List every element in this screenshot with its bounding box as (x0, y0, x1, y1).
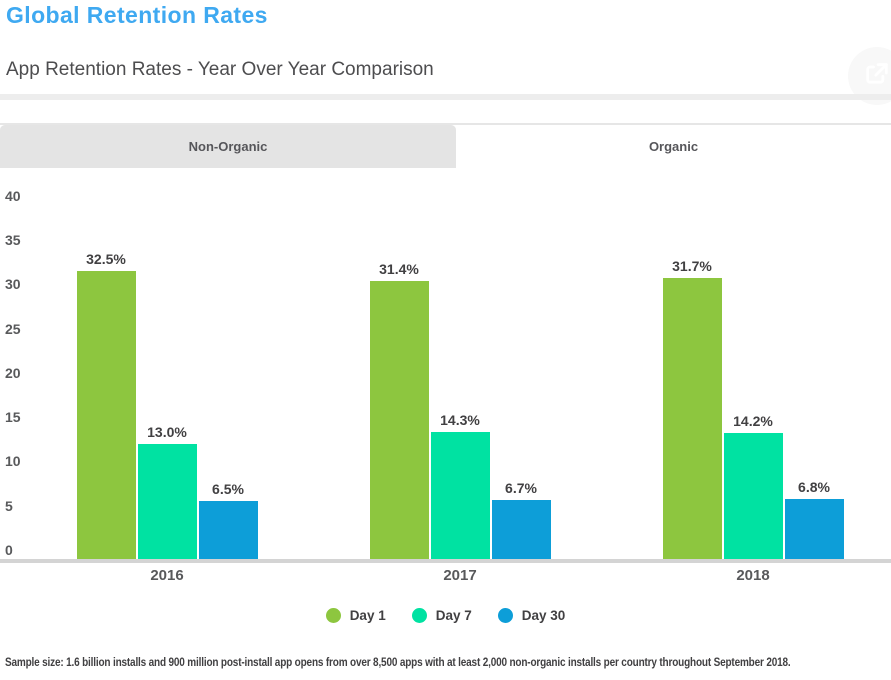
share-icon (863, 60, 891, 93)
page-title: Global Retention Rates (6, 2, 268, 28)
y-axis-tick: 5 (5, 497, 13, 514)
x-axis-category-label: 2016 (150, 567, 184, 584)
legend-item-day30[interactable]: Day 30 (497, 608, 566, 623)
tab-bar: Non-Organic Organic (0, 123, 891, 168)
legend-dot-icon (411, 608, 427, 623)
bar-day30-2017[interactable] (491, 500, 551, 559)
legend-item-day1[interactable]: Day 1 (325, 608, 386, 623)
legend-dot-icon (325, 608, 341, 623)
bar-day1-2016[interactable] (76, 271, 136, 559)
bar-value-label: 6.7% (505, 480, 537, 496)
bar-day7-2016[interactable] (137, 444, 197, 559)
bar-value-label: 14.2% (733, 413, 773, 429)
y-axis-tick: 25 (5, 320, 21, 337)
legend-label: Day 30 (521, 608, 566, 623)
x-axis-category-label: 2018 (736, 567, 770, 584)
bar-day1-2017[interactable] (369, 281, 429, 559)
bar-value-label: 13.0% (147, 424, 187, 440)
y-axis-tick: 30 (5, 276, 21, 293)
bar-day7-2017[interactable] (430, 432, 490, 559)
tab-organic[interactable]: Organic (456, 125, 891, 168)
bar-value-label: 14.3% (440, 412, 480, 428)
x-axis-line (0, 559, 891, 563)
bar-value-label: 31.7% (672, 258, 712, 274)
legend-label: Day 1 (349, 608, 386, 623)
bar-value-label: 32.5% (86, 251, 126, 267)
bar-day1-2018[interactable] (662, 278, 722, 559)
chart-legend: Day 1 Day 7 Day 30 (0, 608, 891, 623)
y-axis-tick: 0 (5, 542, 13, 558)
legend-item-day7[interactable]: Day 7 (411, 608, 472, 623)
bar-value-label: 6.5% (212, 481, 244, 497)
y-axis-tick: 10 (5, 453, 21, 470)
y-axis-tick: 35 (5, 231, 21, 248)
bar-day30-2018[interactable] (784, 499, 844, 559)
bar-value-label: 6.8% (798, 479, 830, 495)
section-divider (0, 94, 891, 100)
x-axis-category-label: 2017 (443, 567, 477, 584)
legend-dot-icon (497, 608, 513, 623)
bar-day7-2018[interactable] (723, 433, 783, 559)
y-axis-tick: 40 (5, 187, 21, 204)
legend-label: Day 7 (435, 608, 472, 623)
sample-size-note: Sample size: 1.6 billion installs and 90… (5, 657, 791, 669)
tab-non-organic[interactable]: Non-Organic (0, 125, 456, 168)
bar-day30-2016[interactable] (198, 501, 258, 559)
bar-value-label: 31.4% (379, 261, 419, 277)
y-axis-tick: 20 (5, 364, 21, 381)
y-axis-tick: 15 (5, 409, 21, 426)
chart-title: App Retention Rates - Year Over Year Com… (6, 59, 434, 80)
